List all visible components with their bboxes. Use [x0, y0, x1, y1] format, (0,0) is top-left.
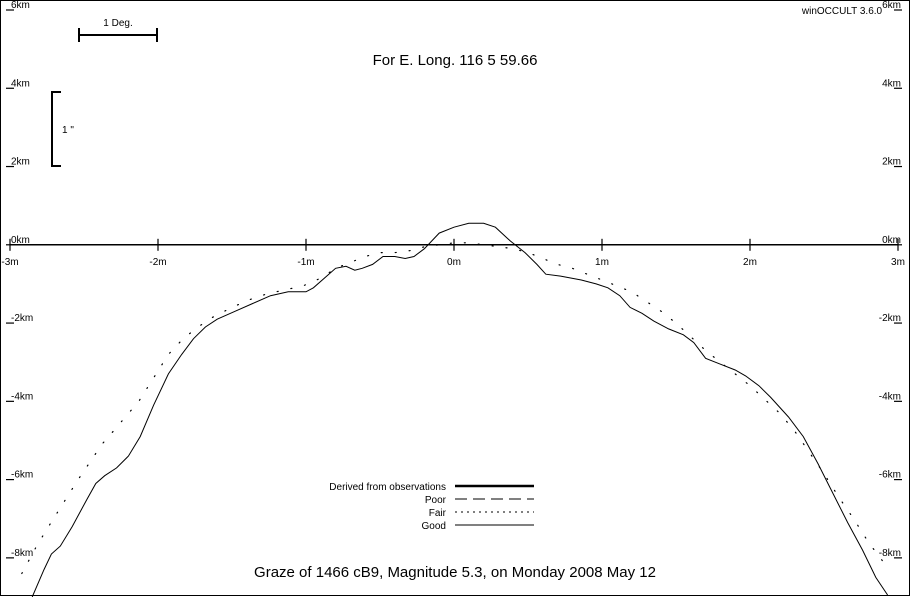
degree-scale-bar: 1 Deg.: [78, 18, 158, 42]
y-tick-label-right: 0km: [882, 235, 901, 246]
legend-label: Poor: [425, 495, 447, 506]
x-tick-label: 2m: [743, 257, 757, 268]
y-tick-label-left: 2km: [11, 157, 30, 168]
arcsec-scale-label: 1 ": [62, 125, 74, 136]
x-tick-label: 1m: [595, 257, 609, 268]
y-tick-label-left: -2km: [11, 313, 33, 324]
y-tick-label-left: 4km: [11, 78, 30, 89]
x-tick-label: 3m: [891, 257, 905, 268]
series-line-good: [31, 222, 889, 597]
x-tick-label: -2m: [149, 257, 166, 268]
y-tick-label-right: -4km: [879, 391, 901, 402]
y-tick-label-left: 0km: [11, 235, 30, 246]
axes: -3m -2m -1m 0m 1m 2m 3m 6km 6km 4km 4km 2km 2km 0km 0k…: [1, 0, 905, 559]
longitude-heading: For E. Long. 116 5 59.66: [373, 52, 538, 69]
app-version-label: winOCCULT 3.6.0: [801, 6, 883, 17]
legend-label: Derived from observations: [329, 482, 446, 493]
degree-scale-label: 1 Deg.: [103, 18, 132, 29]
y-tick-label-right: 4km: [882, 78, 901, 89]
y-tick-label-right: 2km: [882, 157, 901, 168]
arcsec-scale-bar: 1 ": [51, 91, 74, 167]
y-tick-label-right: -2km: [879, 313, 901, 324]
x-tick-label: 0m: [447, 257, 461, 268]
profile-series: [21, 222, 889, 597]
y-tick-label-left: 6km: [11, 0, 30, 11]
legend-label: Good: [422, 521, 446, 532]
x-tick-label: -3m: [1, 257, 18, 268]
y-tick-label-right: -8km: [879, 548, 901, 559]
x-tick-label: -1m: [297, 257, 314, 268]
legend: Derived from observations Poor Fair Good: [329, 482, 534, 532]
y-tick-label-left: -4km: [11, 391, 33, 402]
graze-title: Graze of 1466 cB9, Magnitude 5.3, on Mon…: [254, 564, 656, 581]
y-tick-label-left: -8km: [11, 548, 33, 559]
y-tick-label-right: -6km: [879, 470, 901, 481]
y-tick-label-right: 6km: [882, 0, 901, 11]
y-tick-label-left: -6km: [11, 470, 33, 481]
legend-label: Fair: [429, 508, 447, 519]
